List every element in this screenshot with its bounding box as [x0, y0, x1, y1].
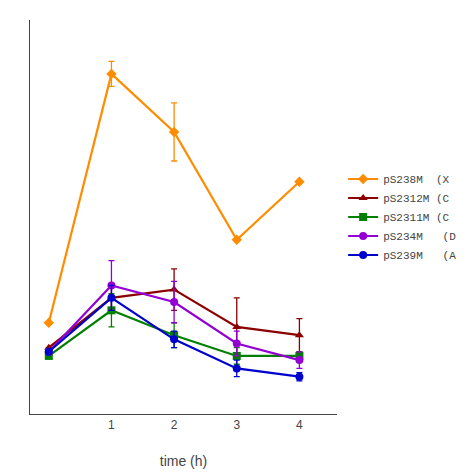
svg-text:pS238M (X: pS238M (X — [383, 174, 449, 186]
svg-text:pS234M (D: pS234M (D — [383, 231, 456, 243]
svg-text:time (h): time (h) — [160, 453, 207, 469]
svg-text:3: 3 — [233, 418, 240, 432]
svg-text:2: 2 — [171, 418, 178, 432]
svg-text:pS239M (A: pS239M (A — [383, 250, 456, 262]
svg-text:1: 1 — [108, 418, 115, 432]
svg-text:pS2311M (C: pS2311M (C — [383, 212, 449, 224]
svg-text:4: 4 — [296, 418, 303, 432]
svg-text:pS2312M (C: pS2312M (C — [383, 193, 449, 205]
